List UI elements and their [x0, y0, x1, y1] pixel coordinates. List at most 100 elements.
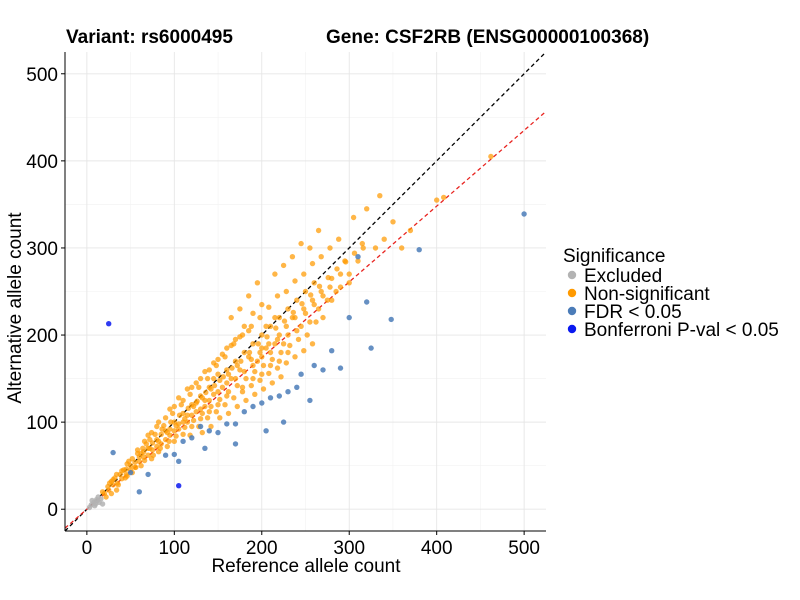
point-non-significant — [257, 377, 263, 383]
point-non-significant — [239, 389, 246, 395]
point-non-significant — [167, 406, 173, 412]
point-non-significant — [315, 306, 322, 312]
point-non-significant — [264, 334, 270, 340]
point-non-significant — [350, 214, 357, 221]
point-non-significant — [217, 377, 223, 383]
point-non-significant — [318, 288, 324, 295]
point-non-significant — [166, 438, 172, 444]
point-non-significant — [278, 349, 284, 356]
point-non-significant — [228, 314, 234, 321]
point-non-significant — [407, 227, 414, 234]
point-fdr-0-05 — [180, 438, 186, 444]
point-non-significant — [213, 409, 219, 415]
point-non-significant — [260, 386, 267, 392]
point-non-significant — [248, 356, 254, 363]
point-non-significant — [225, 389, 232, 395]
x-tick-label: 0 — [82, 538, 93, 559]
point-non-significant — [276, 314, 282, 321]
point-non-significant — [106, 480, 113, 486]
legend-swatch — [567, 306, 577, 316]
point-non-significant — [254, 280, 261, 286]
point-non-significant — [263, 323, 269, 329]
point-non-significant — [311, 301, 317, 308]
point-non-significant — [252, 391, 258, 397]
point-non-significant — [176, 395, 182, 401]
point-non-significant — [250, 362, 256, 369]
point-non-significant — [272, 314, 278, 321]
point-fdr-0-05 — [346, 314, 352, 321]
point-fdr-0-05 — [320, 367, 326, 373]
point-non-significant — [193, 380, 199, 386]
point-non-significant — [302, 310, 309, 316]
legend-label: FDR < 0.05 — [584, 302, 682, 323]
point-non-significant — [197, 406, 204, 412]
point-non-significant — [337, 284, 344, 290]
point-non-significant — [199, 395, 205, 401]
y-tick-label: 300 — [26, 239, 58, 260]
point-non-significant — [119, 468, 125, 474]
point-non-significant — [280, 262, 287, 269]
point-non-significant — [225, 371, 232, 377]
point-non-significant — [301, 348, 307, 354]
point-non-significant — [108, 490, 115, 497]
point-fdr-0-05 — [176, 458, 182, 464]
point-non-significant — [232, 358, 239, 364]
point-non-significant — [246, 293, 252, 299]
point-non-significant — [133, 464, 139, 471]
point-non-significant — [164, 443, 170, 450]
tick-labels: 0 100 200 300 400 500 0 100 200 300 400 500 — [26, 65, 540, 559]
point-non-significant — [309, 260, 316, 267]
point-non-significant — [189, 423, 195, 430]
point-non-significant — [241, 368, 247, 375]
point-non-significant — [336, 236, 342, 242]
point-non-significant — [136, 458, 142, 464]
point-non-significant — [283, 323, 289, 329]
legend-swatch — [567, 288, 577, 298]
point-non-significant — [254, 358, 261, 364]
point-fdr-0-05 — [259, 400, 265, 406]
point-fdr-0-05 — [136, 489, 142, 495]
point-non-significant — [220, 374, 226, 380]
point-non-significant — [274, 336, 281, 343]
point-non-significant — [123, 466, 129, 472]
point-non-significant — [285, 306, 291, 312]
point-non-significant — [381, 236, 387, 242]
point-fdr-0-05 — [162, 452, 169, 458]
point-non-significant — [215, 371, 221, 377]
point-non-significant — [190, 403, 197, 410]
legend-label: Non-significant — [584, 284, 710, 305]
point-non-significant — [241, 323, 247, 329]
point-non-significant — [257, 314, 263, 321]
point-non-significant — [267, 362, 274, 369]
point-non-significant — [246, 349, 253, 356]
point-non-significant — [234, 403, 240, 410]
point-non-significant — [208, 423, 214, 430]
point-non-significant — [215, 402, 221, 408]
point-non-significant — [239, 384, 246, 390]
point-non-significant — [308, 292, 314, 298]
point-non-significant — [399, 245, 405, 251]
point-non-significant — [294, 328, 300, 334]
point-non-significant — [257, 349, 263, 356]
y-tick-label: 0 — [47, 500, 58, 521]
point-non-significant — [113, 487, 120, 493]
point-non-significant — [217, 415, 223, 421]
point-fdr-0-05 — [311, 362, 317, 369]
point-non-significant — [113, 471, 120, 478]
point-non-significant — [132, 459, 138, 465]
point-non-significant — [171, 438, 177, 444]
axes — [64, 52, 546, 532]
point-non-significant — [185, 405, 191, 411]
point-non-significant — [274, 293, 281, 299]
point-fdr-0-05 — [285, 389, 291, 395]
point-non-significant — [219, 384, 226, 390]
chart-title-variant: Variant: rs6000495 — [66, 27, 233, 48]
point-non-significant — [255, 341, 261, 347]
point-non-significant — [225, 410, 232, 417]
point-fdr-0-05 — [197, 423, 204, 430]
point-non-significant — [241, 349, 247, 356]
point-non-significant — [238, 358, 244, 364]
point-non-significant — [252, 368, 258, 375]
point-non-significant — [169, 410, 176, 417]
